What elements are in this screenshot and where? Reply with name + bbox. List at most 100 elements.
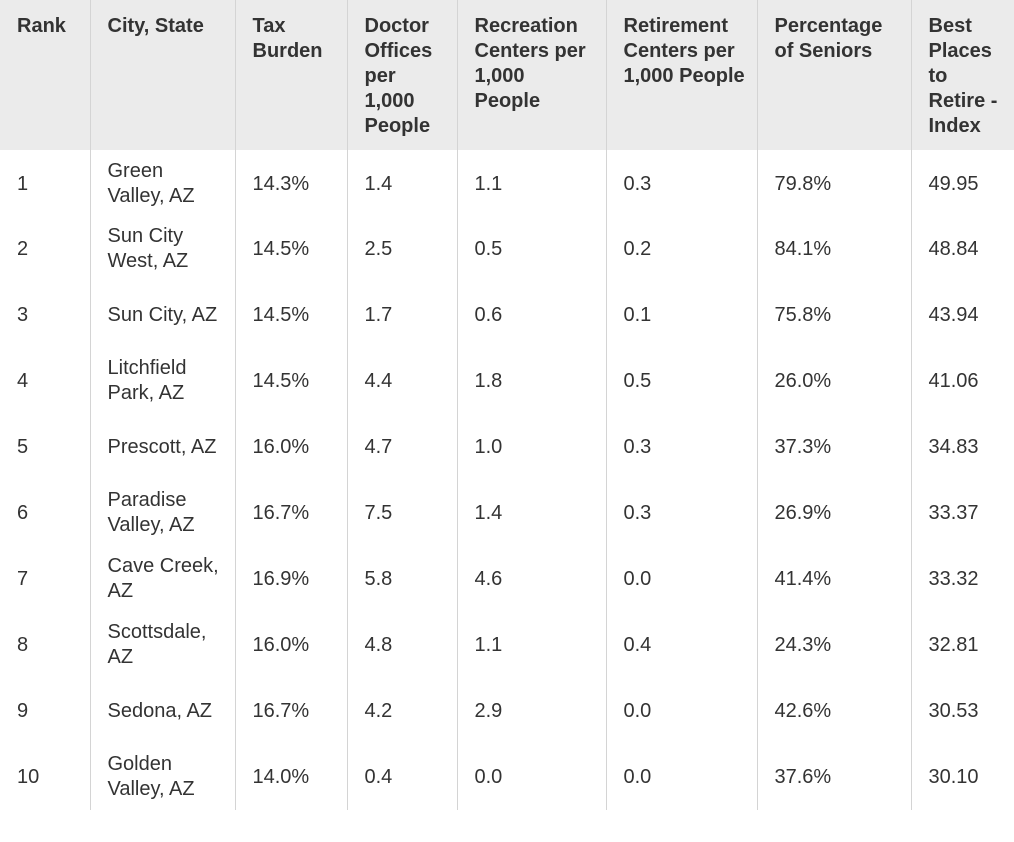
cell-tax-burden: 16.0% — [234, 414, 347, 480]
header-retirement-centers: Retirement Centers per 1,000 People — [605, 0, 757, 150]
cell-city-state: Sun City, AZ — [89, 282, 235, 348]
cell-recreation-centers: 1.1 — [456, 150, 606, 216]
cell-city-state: Sedona, AZ — [89, 678, 235, 744]
cell-recreation-centers: 4.6 — [456, 546, 606, 612]
cell-recreation-centers: 1.4 — [456, 480, 606, 546]
table-row: 5 Prescott, AZ 16.0% 4.7 1.0 0.3 37.3% 34.83 — [0, 414, 1014, 480]
cell-percentage-seniors: 37.3% — [756, 414, 911, 480]
cell-rank: 1 — [17, 172, 29, 195]
cell-percentage-seniors: 79.8% — [756, 150, 911, 216]
cell-percentage-seniors: 26.0% — [756, 348, 911, 414]
cell-retirement-centers: 0.3 — [605, 414, 757, 480]
cell-recreation-centers: 1.1 — [456, 612, 606, 678]
cell-tax-burden: 16.9% — [234, 546, 347, 612]
cell-percentage-seniors: 24.3% — [756, 612, 911, 678]
cell-retirement-centers: 0.2 — [605, 216, 757, 282]
cell-retire-index: 49.95 — [910, 150, 1014, 216]
cell-retirement-centers: 0.1 — [605, 282, 757, 348]
header-city-state: City, State — [89, 0, 235, 150]
cell-doctor-offices: 4.4 — [346, 348, 457, 414]
header-row: Rank City, State Tax Burden Doctor Offic… — [0, 0, 1014, 150]
cell-doctor-offices: 4.2 — [346, 678, 457, 744]
cell-percentage-seniors: 41.4% — [756, 546, 911, 612]
cell-retirement-centers: 0.4 — [605, 612, 757, 678]
cell-retire-index: 48.84 — [910, 216, 1014, 282]
table-body: 1 Green Valley, AZ 14.3% 1.4 1.1 0.3 79.8% 49.9… — [0, 150, 1014, 810]
cell-retire-index: 34.83 — [910, 414, 1014, 480]
cell-city-state: Golden Valley, AZ — [89, 744, 235, 810]
table-row: 9 Sedona, AZ 16.7% 4.2 2.9 0.0 42.6% 30.53 — [0, 678, 1014, 744]
cell-percentage-seniors: 84.1% — [756, 216, 911, 282]
header-recreation-centers: Recreation Centers per 1,000 People — [456, 0, 606, 150]
cell-tax-burden: 14.5% — [234, 348, 347, 414]
cell-rank: 10 — [17, 765, 40, 788]
cell-retire-index: 41.06 — [910, 348, 1014, 414]
cell-city-state: Litchfield Park, AZ — [89, 348, 235, 414]
cell-rank: 2 — [17, 237, 29, 260]
table-header: Rank City, State Tax Burden Doctor Offic… — [0, 0, 1014, 150]
cell-rank: 3 — [17, 303, 29, 326]
cell-retire-index: 33.32 — [910, 546, 1014, 612]
table-row: 4 Litchfield Park, AZ 14.5% 4.4 1.8 0.5 26.0% 4… — [0, 348, 1014, 414]
cell-city-state: Paradise Valley, AZ — [89, 480, 235, 546]
cell-tax-burden: 14.5% — [234, 282, 347, 348]
cell-tax-burden: 16.7% — [234, 480, 347, 546]
cell-retirement-centers: 0.0 — [605, 546, 757, 612]
cell-rank: 9 — [17, 699, 29, 722]
cell-rank: 6 — [17, 501, 29, 524]
cell-tax-burden: 14.3% — [234, 150, 347, 216]
cell-retire-index: 30.10 — [910, 744, 1014, 810]
cell-rank: 8 — [17, 633, 29, 656]
cell-doctor-offices: 4.7 — [346, 414, 457, 480]
cell-retirement-centers: 0.5 — [605, 348, 757, 414]
cell-rank: 4 — [17, 369, 29, 392]
header-percentage-seniors: Percentage of Seniors — [756, 0, 911, 150]
retirement-ranking-table: Rank City, State Tax Burden Doctor Offic… — [0, 0, 1014, 810]
cell-rank: 5 — [17, 435, 29, 458]
cell-city-state: Cave Creek, AZ — [89, 546, 235, 612]
cell-doctor-offices: 0.4 — [346, 744, 457, 810]
cell-doctor-offices: 2.5 — [346, 216, 457, 282]
cell-retirement-centers: 0.0 — [605, 678, 757, 744]
cell-recreation-centers: 1.0 — [456, 414, 606, 480]
cell-retirement-centers: 0.3 — [605, 150, 757, 216]
cell-tax-burden: 14.5% — [234, 216, 347, 282]
cell-tax-burden: 16.7% — [234, 678, 347, 744]
table-row: 8 Scottsdale, AZ 16.0% 4.8 1.1 0.4 24.3% 32.81 — [0, 612, 1014, 678]
cell-retirement-centers: 0.0 — [605, 744, 757, 810]
header-tax-burden: Tax Burden — [234, 0, 347, 150]
cell-city-state: Green Valley, AZ — [89, 150, 235, 216]
table-row: 3 Sun City, AZ 14.5% 1.7 0.6 0.1 75.8% 43.94 — [0, 282, 1014, 348]
cell-rank: 7 — [17, 567, 29, 590]
cell-doctor-offices: 1.7 — [346, 282, 457, 348]
cell-retire-index: 30.53 — [910, 678, 1014, 744]
table-row: 7 Cave Creek, AZ 16.9% 5.8 4.6 0.0 41.4% 33.32 — [0, 546, 1014, 612]
header-retire-index: Best Places to Retire - Index — [910, 0, 1014, 150]
cell-doctor-offices: 4.8 — [346, 612, 457, 678]
cell-city-state: Prescott, AZ — [89, 414, 235, 480]
cell-tax-burden: 14.0% — [234, 744, 347, 810]
cell-percentage-seniors: 75.8% — [756, 282, 911, 348]
table-row: 6 Paradise Valley, AZ 16.7% 7.5 1.4 0.3 26.9% 3… — [0, 480, 1014, 546]
cell-retire-index: 32.81 — [910, 612, 1014, 678]
cell-recreation-centers: 0.0 — [456, 744, 606, 810]
cell-percentage-seniors: 42.6% — [756, 678, 911, 744]
cell-recreation-centers: 1.8 — [456, 348, 606, 414]
cell-recreation-centers: 2.9 — [456, 678, 606, 744]
cell-city-state: Sun City West, AZ — [89, 216, 235, 282]
cell-recreation-centers: 0.5 — [456, 216, 606, 282]
cell-percentage-seniors: 37.6% — [756, 744, 911, 810]
table-row: 1 Green Valley, AZ 14.3% 1.4 1.1 0.3 79.8% 49.9… — [0, 150, 1014, 216]
cell-percentage-seniors: 26.9% — [756, 480, 911, 546]
cell-retire-index: 33.37 — [910, 480, 1014, 546]
cell-doctor-offices: 7.5 — [346, 480, 457, 546]
cell-doctor-offices: 5.8 — [346, 546, 457, 612]
table-row: 10 Golden Valley, AZ 14.0% 0.4 0.0 0.0 37.6% 30… — [0, 744, 1014, 810]
cell-retire-index: 43.94 — [910, 282, 1014, 348]
cell-tax-burden: 16.0% — [234, 612, 347, 678]
cell-recreation-centers: 0.6 — [456, 282, 606, 348]
header-rank: Rank — [0, 0, 90, 150]
cell-city-state: Scottsdale, AZ — [89, 612, 235, 678]
cell-doctor-offices: 1.4 — [346, 150, 457, 216]
header-doctor-offices: Doctor Offices per 1,000 People — [346, 0, 457, 150]
